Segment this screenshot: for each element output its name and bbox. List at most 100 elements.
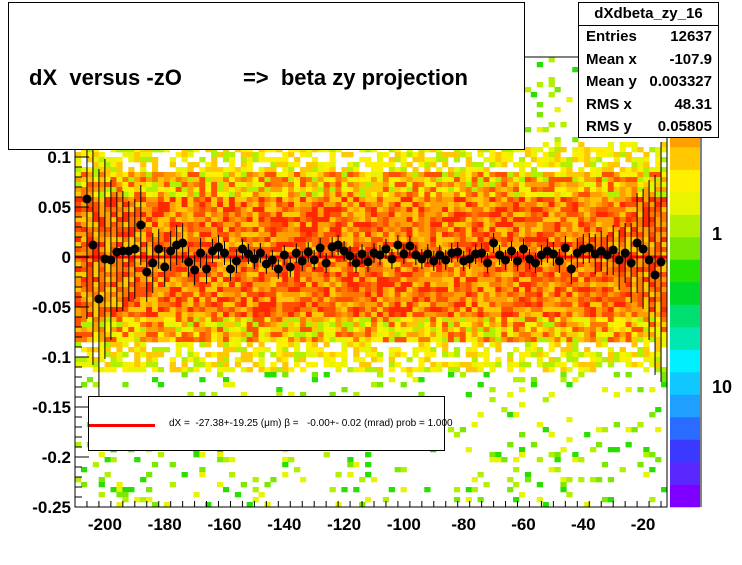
heatmap-cell	[163, 347, 171, 353]
heatmap-cell	[311, 317, 319, 323]
heatmap-cell	[169, 227, 176, 233]
heatmap-cell	[584, 252, 591, 258]
heatmap-cell	[371, 307, 378, 313]
heatmap-cell	[483, 217, 490, 223]
heatmap-cell	[193, 217, 200, 223]
heatmap-cell	[554, 212, 561, 218]
heatmap-cell	[335, 172, 342, 178]
profile-point	[291, 248, 301, 258]
heatmap-cell	[365, 187, 372, 193]
heatmap-cell	[228, 252, 236, 258]
heatmap-cell	[134, 252, 141, 258]
heatmap-cell	[655, 307, 662, 313]
heatmap-cell	[258, 192, 265, 198]
heatmap-cell	[371, 322, 378, 328]
profile-point	[465, 254, 475, 264]
heatmap-cell	[122, 337, 129, 343]
heatmap-cell	[519, 277, 526, 283]
heatmap-cell	[406, 337, 413, 343]
heatmap-cell	[193, 322, 200, 328]
heatmap-cell	[317, 162, 324, 168]
heatmap-cell	[501, 327, 508, 333]
heatmap-cell	[548, 192, 555, 198]
heatmap-cell	[471, 332, 478, 338]
heatmap-cell	[601, 272, 609, 278]
heatmap-cell	[376, 357, 384, 363]
heatmap-cell	[211, 182, 218, 188]
heatmap-cell	[104, 297, 111, 303]
heatmap-cell	[495, 282, 502, 288]
heatmap-cell	[282, 322, 289, 328]
heatmap-cell	[495, 187, 502, 193]
heatmap-cell	[477, 192, 484, 198]
heatmap-cell	[187, 242, 194, 248]
heatmap-cell	[631, 332, 638, 338]
heatmap-cell	[382, 327, 390, 333]
heatmap-cell	[637, 212, 644, 218]
heatmap-cell	[542, 427, 549, 433]
heatmap-cell	[234, 327, 242, 333]
heatmap-cell	[75, 282, 82, 288]
heatmap-cell	[548, 217, 555, 223]
heatmap-cell	[566, 252, 573, 258]
heatmap-cell	[619, 357, 626, 363]
heatmap-cell	[246, 217, 253, 223]
heatmap-cell	[264, 272, 271, 278]
heatmap-cell	[637, 337, 644, 343]
heatmap-cell	[329, 227, 336, 233]
heatmap-cell	[223, 192, 230, 198]
heatmap-cell	[128, 227, 135, 233]
heatmap-cell	[382, 152, 390, 158]
heatmap-cell	[418, 227, 425, 233]
heatmap-cell	[146, 357, 153, 363]
heatmap-cell	[86, 237, 94, 243]
heatmap-cell	[163, 192, 171, 198]
heatmap-cell	[625, 357, 632, 363]
heatmap-cell	[205, 182, 212, 188]
heatmap-cell	[311, 232, 319, 238]
heatmap-cell	[453, 152, 461, 158]
heatmap-cell	[217, 277, 224, 283]
heatmap-cell	[376, 202, 384, 208]
heatmap-cell	[388, 352, 395, 358]
heatmap-cell	[205, 502, 212, 508]
heatmap-cell	[530, 192, 538, 198]
heatmap-cell	[601, 197, 609, 203]
heatmap-cell	[163, 202, 171, 208]
heatmap-cell	[643, 342, 650, 348]
heatmap-cell	[453, 307, 461, 313]
heatmap-cell	[305, 302, 313, 308]
heatmap-cell	[424, 277, 431, 283]
heatmap-cell	[110, 457, 117, 463]
heatmap-cell	[75, 162, 82, 168]
heatmap-cell	[619, 322, 626, 328]
heatmap-cell	[424, 357, 431, 363]
heatmap-cell	[276, 157, 283, 163]
heatmap-cell	[294, 197, 301, 203]
heatmap-cell	[406, 197, 413, 203]
heatmap-cell	[86, 287, 94, 293]
heatmap-cell	[625, 287, 632, 293]
heatmap-cell	[453, 207, 461, 213]
heatmap-cell	[542, 292, 549, 298]
profile-point	[357, 249, 367, 259]
heatmap-cell	[442, 292, 449, 298]
heatmap-cell	[376, 302, 384, 308]
heatmap-cell	[288, 317, 295, 323]
heatmap-cell	[264, 297, 271, 303]
heatmap-cell	[181, 182, 188, 188]
heatmap-cell	[217, 252, 224, 258]
heatmap-cell	[649, 287, 656, 293]
heatmap-cell	[86, 302, 94, 308]
heatmap-cell	[394, 352, 401, 358]
heatmap-cell	[489, 452, 496, 458]
heatmap-cell	[92, 267, 99, 273]
heatmap-cell	[323, 232, 330, 238]
heatmap-cell	[341, 322, 348, 328]
heatmap-cell	[578, 307, 585, 313]
heatmap-cell	[146, 312, 153, 318]
heatmap-cell	[205, 322, 212, 328]
heatmap-cell	[406, 217, 413, 223]
heatmap-cell	[524, 187, 532, 193]
heatmap-cell	[365, 217, 372, 223]
